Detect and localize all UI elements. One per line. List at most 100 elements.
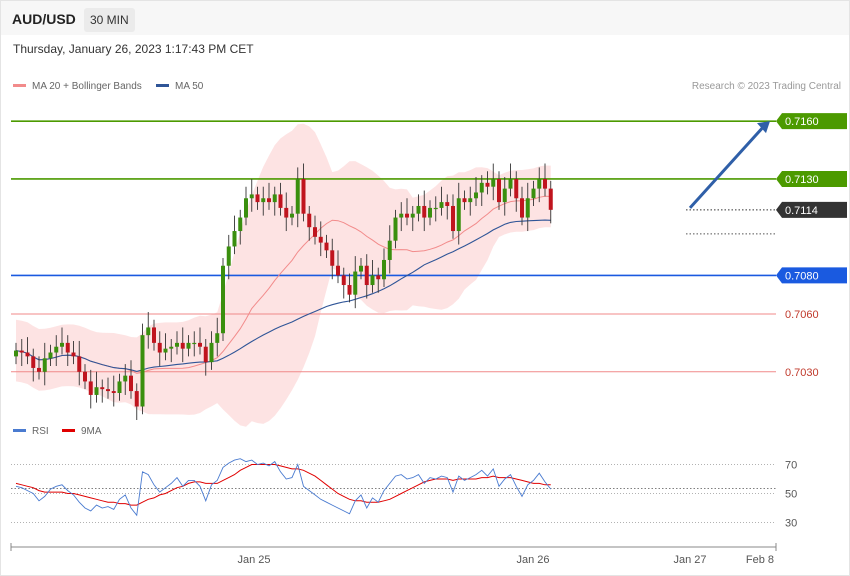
legend-rsi: RSI xyxy=(13,426,49,437)
level-label-0-7080: 0.7080 xyxy=(785,270,819,282)
candle-body xyxy=(531,188,536,199)
candle-body xyxy=(111,391,116,394)
candle-body xyxy=(54,346,59,353)
currency-pair-title: AUD/USD xyxy=(12,11,76,27)
candle-body xyxy=(71,352,76,357)
candle-body xyxy=(301,178,306,214)
candle-body xyxy=(284,207,289,218)
candle-body xyxy=(405,213,409,218)
timeframe-badge[interactable]: 30 MIN xyxy=(84,8,135,32)
legend-ma20: MA 20 + Bollinger Bands xyxy=(13,81,142,92)
candle-body xyxy=(353,271,358,295)
chart-timestamp: Thursday, January 26, 2023 1:17:43 PM CE… xyxy=(13,42,254,56)
chart-header: AUD/USD 30 MIN xyxy=(1,1,849,35)
candle-body xyxy=(330,250,335,266)
candle-body xyxy=(175,342,179,347)
candle-body xyxy=(232,231,237,247)
candle-body xyxy=(514,178,519,199)
x-tick-label-jan-27: Jan 27 xyxy=(673,554,706,566)
rsi-9ma-line xyxy=(15,464,551,506)
legend-ma50-label: MA 50 xyxy=(175,81,204,92)
candle-body xyxy=(255,194,260,203)
research-credit: Research © 2023 Trading Central xyxy=(691,81,841,92)
candle-body xyxy=(364,265,369,286)
candle-body xyxy=(393,217,398,241)
legend-ma20-label: MA 20 + Bollinger Bands xyxy=(32,81,142,92)
candle-body xyxy=(324,242,329,251)
candle-body xyxy=(60,342,64,347)
candle-body xyxy=(221,265,225,334)
candle-body xyxy=(456,198,461,232)
legend-ma50-swatch xyxy=(156,83,169,87)
candle-body xyxy=(445,202,450,206)
candle-body xyxy=(129,375,133,392)
candle-body xyxy=(25,352,30,357)
candle-body xyxy=(537,178,542,189)
candle-body xyxy=(152,327,156,343)
legend-ma20-swatch xyxy=(13,83,26,87)
candle-body xyxy=(48,352,53,359)
candle-body xyxy=(387,240,392,260)
x-tick-label-jan-25: Jan 25 xyxy=(237,554,270,566)
candle-body xyxy=(382,259,386,280)
rsi-tick-70: 70 xyxy=(785,460,797,472)
candle-body xyxy=(244,198,248,218)
candle-body xyxy=(169,346,174,349)
candle-body xyxy=(370,275,375,286)
candle-body xyxy=(376,275,381,280)
candle-body xyxy=(543,178,547,189)
candle-body xyxy=(100,387,105,390)
candle-body xyxy=(502,188,507,203)
candle-body xyxy=(42,358,47,372)
candle-body xyxy=(520,198,524,218)
candle-body xyxy=(180,342,185,349)
candle-body xyxy=(508,178,513,189)
candle-body xyxy=(491,178,496,187)
legend-9ma-swatch xyxy=(62,428,75,432)
legend-9ma: 9MA xyxy=(62,426,102,437)
ma50-line xyxy=(15,219,551,372)
legend-ma50: MA 50 xyxy=(156,81,203,92)
candle-body xyxy=(433,207,438,210)
candle-body xyxy=(37,367,41,372)
candle-body xyxy=(77,356,82,372)
candle-body xyxy=(146,327,151,336)
candle-body xyxy=(525,198,530,218)
level-tag-0-7160 xyxy=(776,113,847,130)
candle-body xyxy=(272,194,277,203)
candle-body xyxy=(226,246,231,266)
rsi-line xyxy=(15,458,552,517)
forecast-arrow-head xyxy=(757,121,770,134)
candle-body xyxy=(399,213,404,218)
level-tag-0-7130 xyxy=(776,170,847,187)
candle-body xyxy=(198,342,202,347)
candle-body xyxy=(163,348,168,353)
legend-9ma-label: 9MA xyxy=(81,426,102,437)
candle-body xyxy=(318,236,323,243)
candle-body xyxy=(497,178,501,203)
candle-body xyxy=(261,198,266,203)
level-tag-0-7080 xyxy=(776,267,847,284)
candle-body xyxy=(410,213,415,218)
candle-body xyxy=(203,346,208,363)
candle-body xyxy=(134,391,139,407)
candle-body xyxy=(249,194,254,199)
level-label-0-7114: 0.7114 xyxy=(785,205,818,217)
candle-body xyxy=(123,375,128,382)
level-label-0-7130: 0.7130 xyxy=(785,174,819,186)
legend-rsi-swatch xyxy=(13,428,26,432)
candle-body xyxy=(238,217,243,232)
candle-body xyxy=(336,265,340,276)
candle-body xyxy=(422,205,427,218)
level-tag-0-7114 xyxy=(776,201,847,218)
candle-body xyxy=(186,342,191,349)
candle-body xyxy=(479,182,484,193)
candle-body xyxy=(267,198,271,203)
candle-body xyxy=(65,342,70,353)
candle-body xyxy=(347,285,352,295)
candle-body xyxy=(341,275,346,286)
rsi-tick-50: 50 xyxy=(785,489,797,501)
candle-body xyxy=(416,205,421,214)
candle-body xyxy=(474,192,478,199)
